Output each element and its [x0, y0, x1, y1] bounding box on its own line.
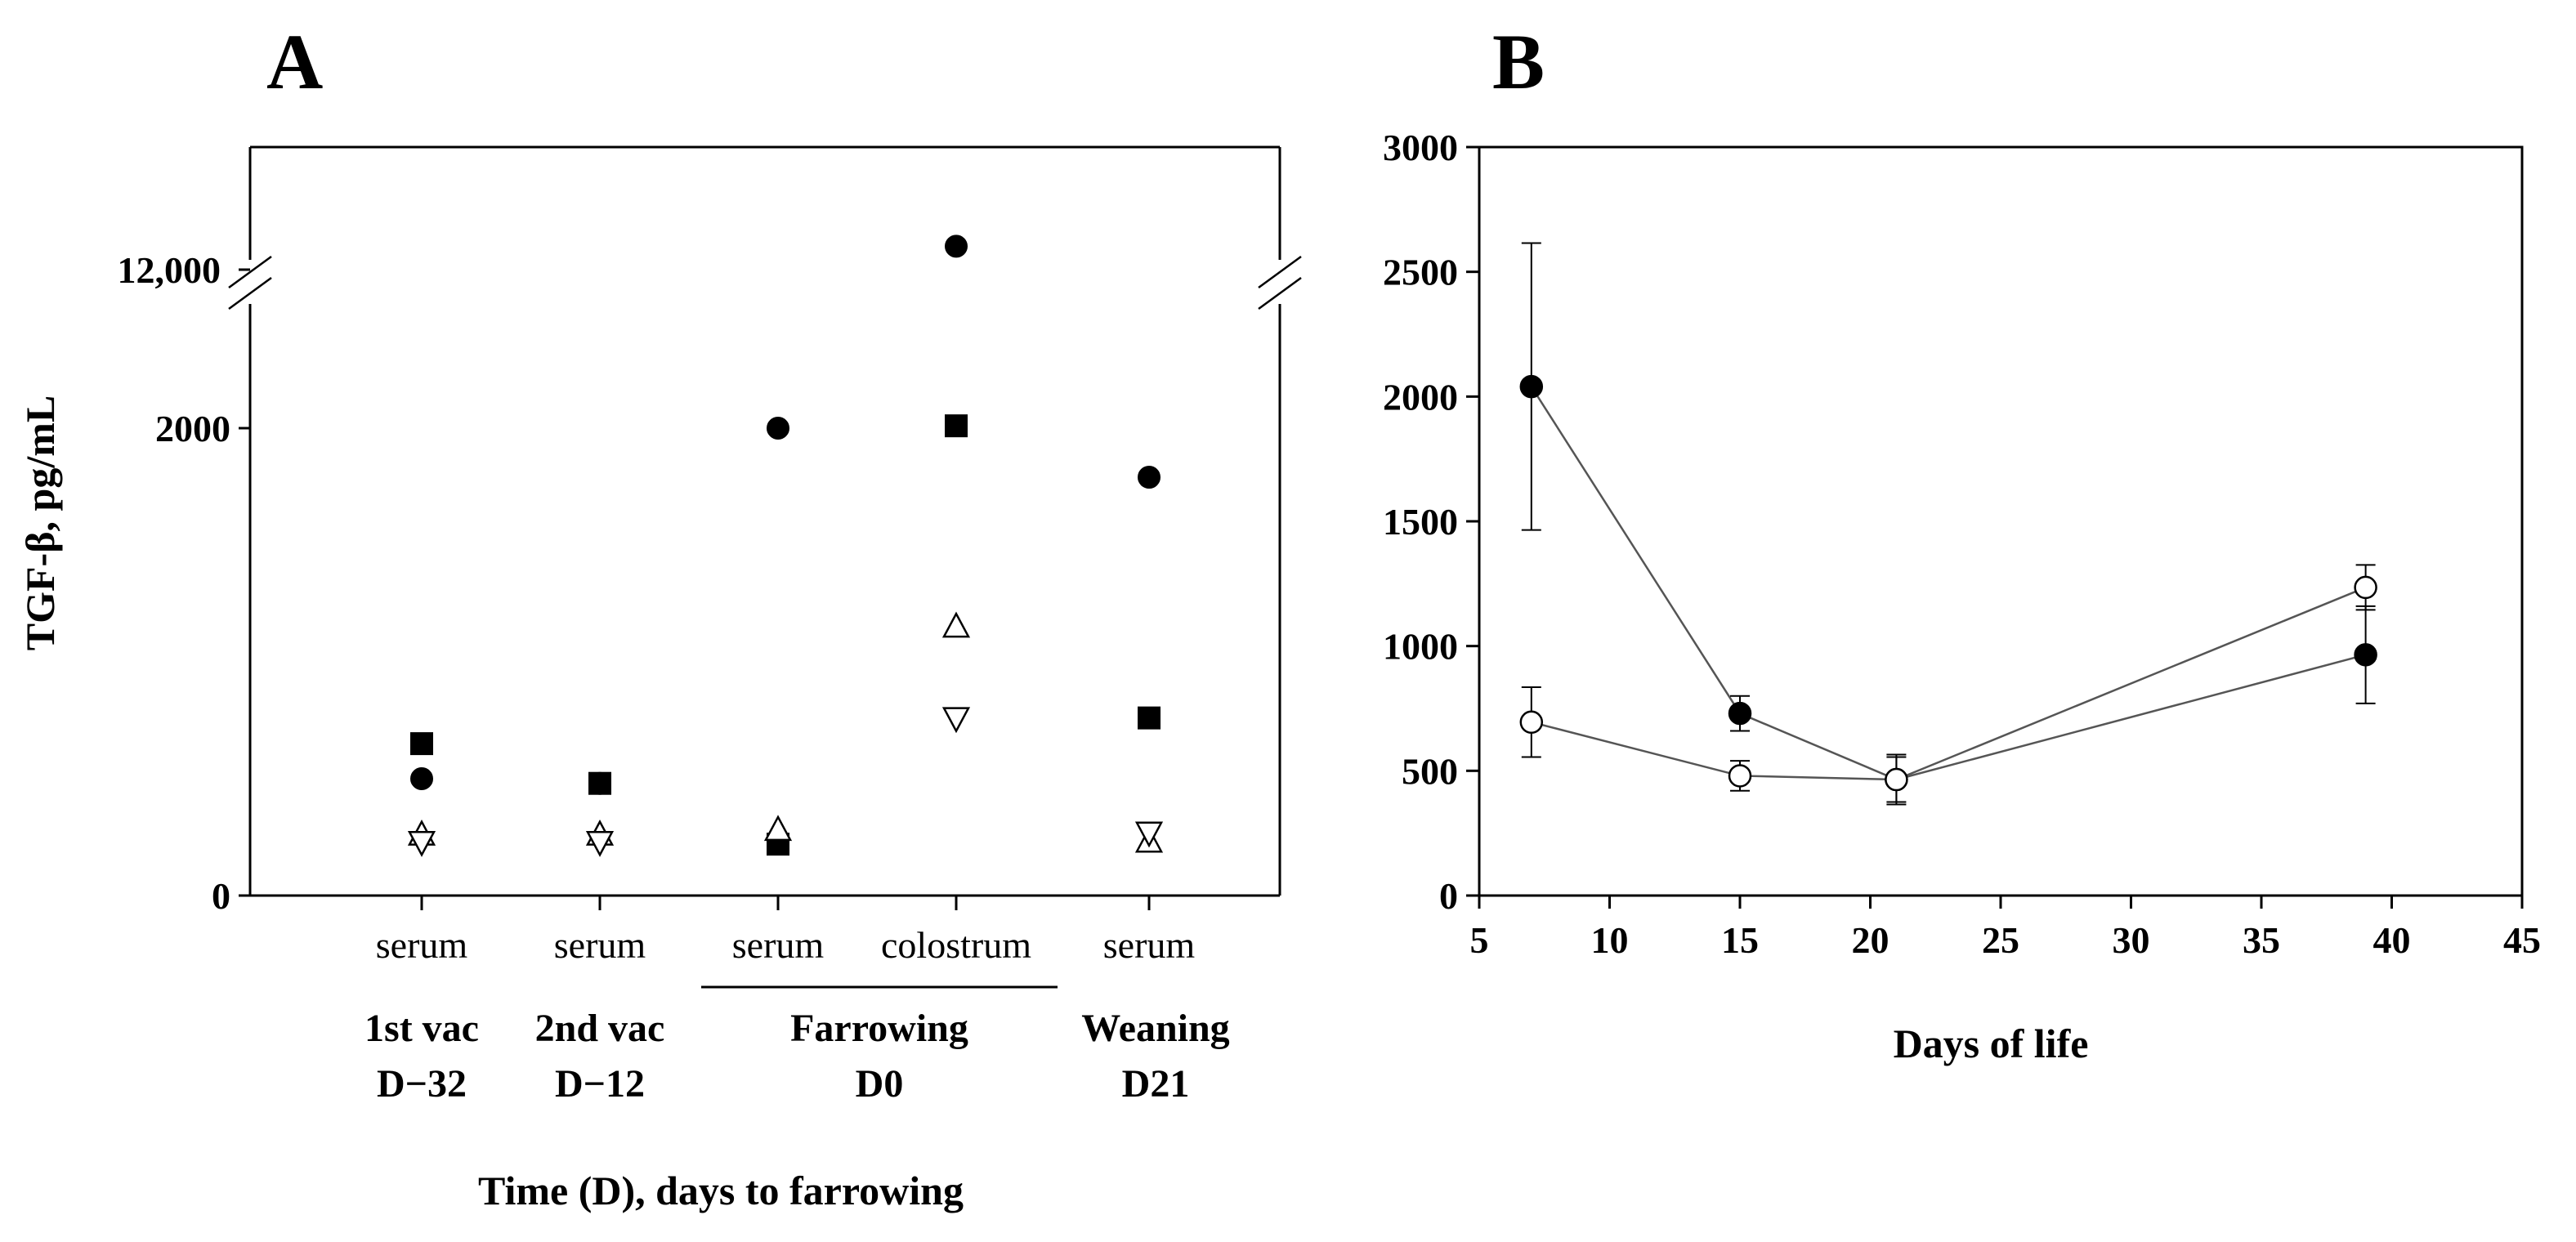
panel-a-axis-break-mark [228, 276, 272, 310]
panel-b-series [1519, 242, 2377, 806]
panel-b-letter: B [1492, 18, 1545, 105]
panel-a-group-label: Farrowing [790, 1007, 968, 1050]
panel-a-filled-circle-marker [767, 417, 789, 440]
panel-a-group-label: 2nd vac [535, 1007, 665, 1050]
panel-b-ticks: 5 10 15 20 25 30 35 40 45 0 500 1000 1500 2000 2500 300… [1383, 127, 2541, 961]
panel-a-ticks: 0 2000 12,000 [118, 249, 1151, 917]
panel-b-open-circle-marker [1519, 710, 1544, 735]
panel-a-sample-label: colostrum [881, 924, 1031, 966]
panel-b-y-tick-label: 3000 [1383, 127, 1458, 168]
panel-a-y-tick-label: 2000 [155, 408, 230, 449]
panel-b-x-tick-label: 30 [2113, 919, 2150, 961]
panel-a-open-triangle-down-marker [585, 830, 615, 857]
panel-a-axis-break-mark [1258, 276, 1302, 310]
panel-a-open-triangle-down-marker [407, 830, 436, 857]
panel-a-open-triangle-down-marker [941, 707, 971, 734]
panel-a-filled-circle-marker [945, 235, 968, 258]
panel-a-axis-break-mark [1258, 255, 1302, 289]
panel-a-open-triangle-up-marker [763, 815, 793, 842]
panel-b-y-tick-label: 0 [1439, 875, 1458, 917]
panel-b-filled-line [1530, 386, 2366, 781]
panel-a-y-axis-title: TGF-β, pg/mL [17, 395, 63, 650]
panel-a-category-labels: serum serum serum colostrum serum 1st vac D−32… [364, 924, 1230, 1106]
panel-b-x-tick-label: 45 [2503, 919, 2541, 961]
panel-a-sample-label: serum [732, 924, 825, 966]
panel-b-filled-circle-marker [1519, 374, 1544, 399]
panel-a-day-label: D−12 [555, 1062, 645, 1106]
panel-a-filled-square-marker [410, 732, 433, 756]
panel-a-filled-square-marker [945, 414, 968, 438]
panel-a-day-label: D0 [856, 1062, 904, 1106]
panel-b-x-tick-label: 25 [1982, 919, 2019, 961]
panel-a-filled-circle-marker [1138, 466, 1161, 489]
panel-a-frame [228, 145, 1302, 897]
panel-b-open-circle-marker [1728, 764, 1752, 788]
panel-a-sample-label: serum [554, 924, 646, 966]
panel-a-sample-label: serum [1103, 924, 1196, 966]
panel-b-y-tick-label: 2000 [1383, 376, 1458, 418]
panel-a-x-axis-title: Time (D), days to farrowing [478, 1168, 964, 1213]
panel-b-x-tick-label: 35 [2243, 919, 2280, 961]
panel-a-filled-square-marker [588, 771, 611, 795]
panel-b-x-tick-label: 20 [1852, 919, 1890, 961]
panel-a-day-label: D−32 [377, 1062, 467, 1106]
panel-b-open-line [1531, 586, 2367, 781]
panel-b-open-circle-marker [1885, 767, 1908, 792]
panel-a-group-label: 1st vac [364, 1007, 479, 1050]
panel-b-x-axis-title: Days of life [1894, 1021, 2089, 1066]
panel-b-x-tick-label: 15 [1721, 919, 1759, 961]
panel-a-open-triangle-up-marker [941, 611, 971, 638]
panel-a-letter: A [266, 18, 323, 105]
panel-a-sample-label: serum [376, 924, 468, 966]
panel-b-filled-circle-marker [2354, 643, 2377, 667]
panel-b-y-tick-label: 500 [1402, 750, 1458, 792]
panel-a-axis-break-mark [228, 255, 272, 289]
panel-b: 5 10 15 20 25 30 35 40 45 0 500 1000 1500 2000 2500 300… [1383, 127, 2541, 1066]
panel-b-filled-circle-marker [1728, 701, 1752, 726]
panel-a-filled-square-marker [1138, 706, 1161, 730]
panel-a-filled-circle-marker [410, 767, 433, 790]
panel-a-open-triangle-down-marker [1134, 821, 1164, 848]
panel-a-group-label: Weaning [1081, 1007, 1229, 1050]
panel-b-y-tick-label: 2500 [1383, 252, 1458, 293]
panel-b-x-tick-label: 10 [1591, 919, 1629, 961]
panel-b-y-tick-label: 1500 [1383, 501, 1458, 543]
panel-a-y-tick-label: 12,000 [118, 249, 221, 291]
panel-b-open-circle-marker [2354, 575, 2377, 600]
panel-b-x-tick-label: 5 [1470, 919, 1489, 961]
panel-a-day-label: D21 [1122, 1062, 1190, 1106]
panel-b-x-tick-label: 40 [2373, 919, 2411, 961]
panel-a-markers [407, 235, 1164, 857]
panel-a-y-tick-label: 0 [212, 875, 230, 917]
panel-b-frame [1478, 145, 2524, 897]
panel-b-y-tick-label: 1000 [1383, 626, 1458, 668]
